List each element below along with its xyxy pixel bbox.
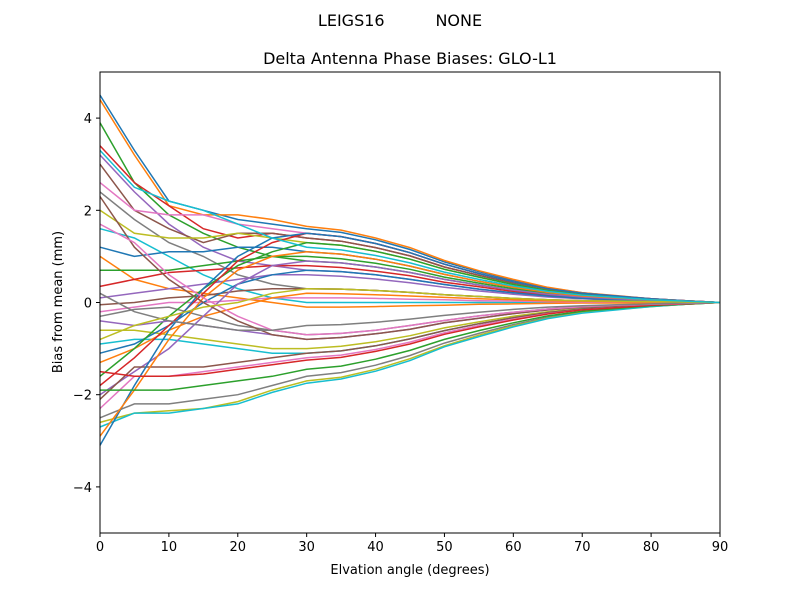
series-line-5	[99, 154, 721, 304]
suptitle: LEIGS16 NONE	[318, 11, 482, 30]
series-line-33	[100, 301, 721, 391]
chart-title: Delta Antenna Phase Biases: GLO-L1	[263, 49, 557, 68]
series-lines	[99, 94, 721, 446]
series-line-39	[99, 287, 721, 341]
series-line-6	[99, 163, 721, 304]
y-tick-label: −4	[73, 481, 92, 496]
series-line-31	[99, 232, 721, 446]
series-line-30	[99, 301, 721, 428]
x-tick-label: 70	[574, 540, 591, 555]
x-tick-label: 40	[367, 540, 384, 555]
series-line-25	[99, 260, 721, 396]
x-tick-label: 60	[505, 540, 522, 555]
x-tick-label: 10	[161, 540, 178, 555]
x-tick-label: 80	[643, 540, 660, 555]
series-line-38	[99, 292, 721, 331]
y-axis-label: Bias from mean (mm)	[51, 231, 66, 373]
y-tick-label: 0	[84, 297, 92, 312]
x-tick-label: 90	[712, 540, 729, 555]
x-tick-label: 50	[436, 540, 453, 555]
y-tick-label: 2	[84, 204, 92, 219]
series-line-36	[99, 196, 721, 341]
series-line-34	[99, 301, 721, 378]
x-tick-label: 30	[298, 540, 315, 555]
y-axis: −4 −2 0 2 4	[73, 112, 100, 496]
x-tick-label: 0	[96, 540, 104, 555]
x-axis-label: Elvation angle (degrees)	[330, 563, 489, 578]
series-line-40	[99, 149, 721, 304]
y-tick-label: 4	[84, 112, 92, 127]
x-axis: 0 10 20 30 40 50 60 70 80 90	[96, 533, 728, 555]
series-line-7	[99, 182, 721, 304]
y-tick-label: −2	[73, 389, 92, 404]
x-tick-label: 20	[230, 540, 247, 555]
